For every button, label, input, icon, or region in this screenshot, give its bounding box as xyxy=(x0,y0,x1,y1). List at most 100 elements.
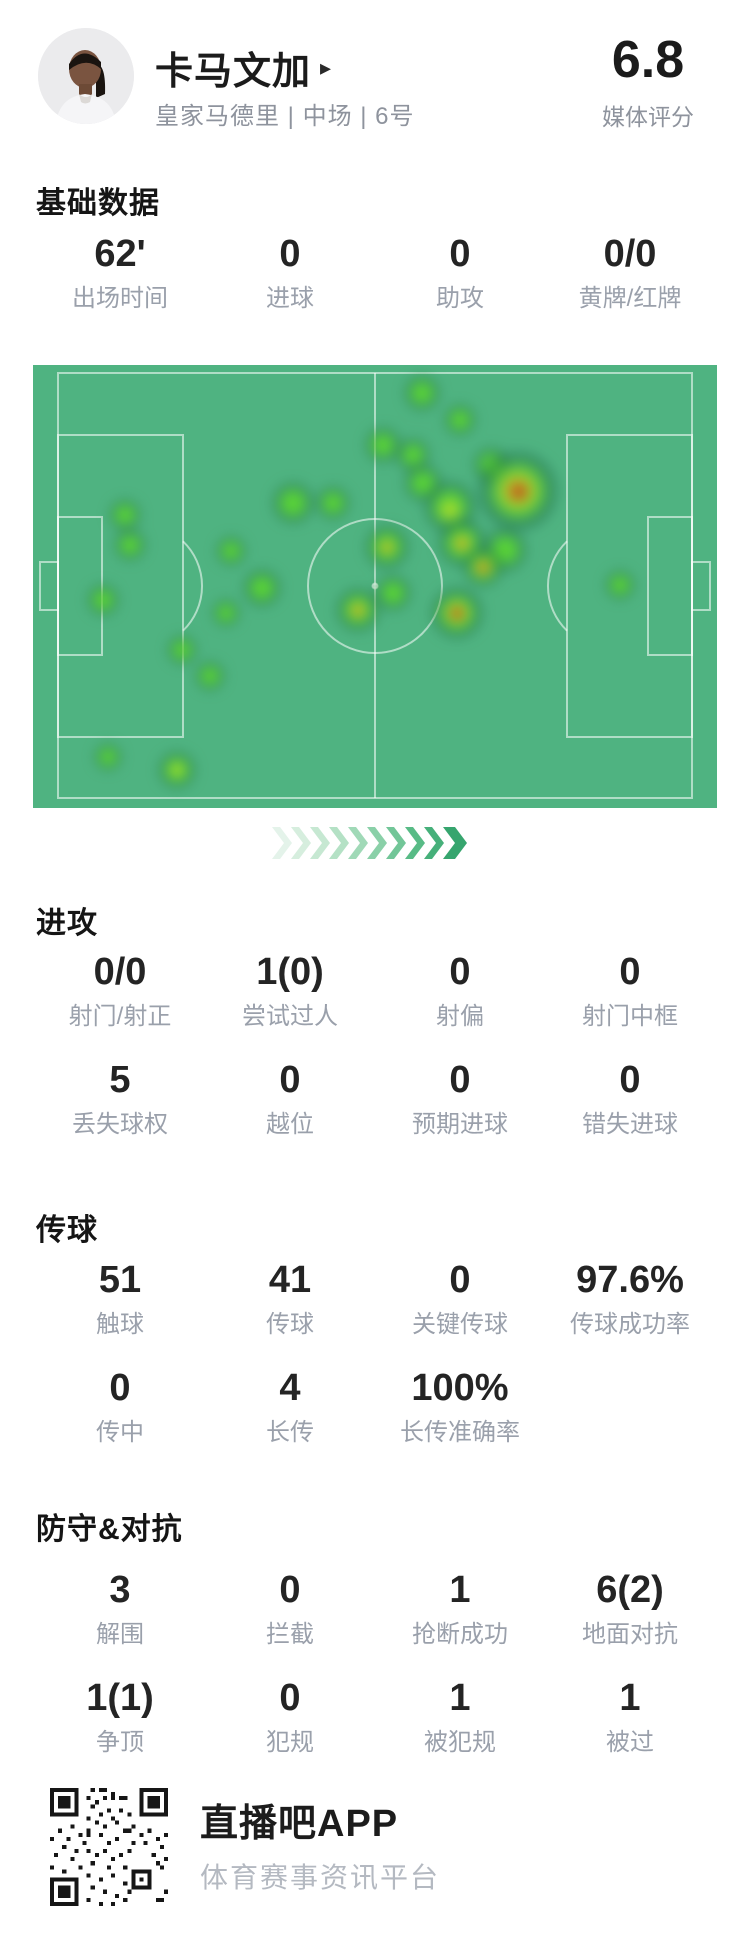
stat-cell: 1(0) 尝试过人 xyxy=(205,950,375,1030)
stat-label: 射偏 xyxy=(436,1003,484,1030)
stat-cell: 0 拦截 xyxy=(205,1568,375,1648)
stat-value: 62' xyxy=(94,233,146,275)
stat-value: 0 xyxy=(449,1059,471,1101)
stat-cell: 1 抢断成功 xyxy=(375,1568,545,1648)
stat-value: 0 xyxy=(449,233,471,275)
stat-cell: 0 进球 xyxy=(205,232,375,312)
media-rating-label: 媒体评分 xyxy=(602,104,694,130)
stat-cell: 0 传中 xyxy=(35,1366,205,1446)
media-rating-value: 6.8 xyxy=(611,31,685,89)
stat-cell: 0 越位 xyxy=(205,1058,375,1138)
stat-label: 长传准确率 xyxy=(400,1419,520,1446)
heatmap-pitch xyxy=(33,365,717,808)
player-name: 卡马文加 xyxy=(155,51,312,93)
stat-value: 0 xyxy=(109,1367,131,1409)
section-title-passing: 传球 xyxy=(36,1214,98,1247)
stat-value: 4 xyxy=(279,1367,301,1409)
stat-cell: 97.6% 传球成功率 xyxy=(545,1258,715,1338)
stat-label: 传球成功率 xyxy=(570,1311,690,1338)
stat-label: 进球 xyxy=(266,285,314,312)
chevron-arrows-icon xyxy=(272,826,478,860)
stat-cell: 3 解围 xyxy=(35,1568,205,1648)
stat-value: 41 xyxy=(268,1259,312,1301)
stat-label: 丢失球权 xyxy=(72,1111,168,1138)
stat-cell: 0 错失进球 xyxy=(545,1058,715,1138)
stat-label: 传中 xyxy=(96,1419,144,1446)
stat-label: 传球 xyxy=(266,1311,314,1338)
stat-label: 拦截 xyxy=(266,1621,314,1648)
stat-label: 被过 xyxy=(606,1729,654,1756)
stat-cell: 0 关键传球 xyxy=(375,1258,545,1338)
stat-cell: 1 被过 xyxy=(545,1676,715,1756)
stat-value: 3 xyxy=(109,1569,131,1611)
stat-label: 抢断成功 xyxy=(412,1621,508,1648)
player-avatar xyxy=(38,28,134,124)
media-rating: 6.8 媒体评分 xyxy=(578,32,718,132)
stat-label: 助攻 xyxy=(436,285,484,312)
stat-value: 0 xyxy=(279,1059,301,1101)
stat-cell: 4 长传 xyxy=(205,1366,375,1446)
stat-label: 被犯规 xyxy=(424,1729,496,1756)
stat-cell: 0 射门中框 xyxy=(545,950,715,1030)
stat-cell: 1 被犯规 xyxy=(375,1676,545,1756)
stat-label: 争顶 xyxy=(96,1729,144,1756)
stat-label: 犯规 xyxy=(266,1729,314,1756)
section-title-defense: 防守&对抗 xyxy=(36,1513,183,1546)
defense-stats-grid: 3 解围 0 拦截 1 抢断成功 6(2) 地面对抗 1(1) 争顶 0 犯规 1 被犯规 1… xyxy=(35,1568,715,1756)
stat-label: 关键传球 xyxy=(412,1311,508,1338)
player-photo xyxy=(38,28,134,124)
stat-value: 100% xyxy=(411,1367,509,1409)
stat-value: 1(1) xyxy=(86,1677,154,1719)
stat-cell: 0 犯规 xyxy=(205,1676,375,1756)
stat-value: 0 xyxy=(279,233,301,275)
stat-cell: 6(2) 地面对抗 xyxy=(545,1568,715,1648)
stat-value: 0 xyxy=(619,951,641,993)
stat-label: 错失进球 xyxy=(582,1111,678,1138)
stat-value: 0 xyxy=(449,951,471,993)
player-name-row[interactable]: 卡马文加 ▸ xyxy=(155,40,331,95)
stat-value: 97.6% xyxy=(576,1259,684,1301)
stat-value: 0/0 xyxy=(93,951,147,993)
stat-label: 出场时间 xyxy=(72,285,168,312)
stat-label: 触球 xyxy=(96,1311,144,1338)
section-title-basic: 基础数据 xyxy=(36,187,160,220)
stat-label: 越位 xyxy=(266,1111,314,1138)
app-tagline: 体育赛事资讯平台 xyxy=(200,1862,441,1893)
stat-label: 射门中框 xyxy=(582,1003,678,1030)
stat-label: 黄牌/红牌 xyxy=(578,285,682,312)
stat-cell: 0 预期进球 xyxy=(375,1058,545,1138)
section-title-attack: 进攻 xyxy=(36,907,98,940)
stat-cell: 0/0 射门/射正 xyxy=(35,950,205,1030)
stat-value: 51 xyxy=(98,1259,142,1301)
qr-code xyxy=(50,1788,168,1906)
stat-value: 0 xyxy=(279,1677,301,1719)
stat-label: 预期进球 xyxy=(412,1111,508,1138)
stat-value: 1(0) xyxy=(256,951,324,993)
stat-value: 0 xyxy=(619,1059,641,1101)
stat-cell: 1(1) 争顶 xyxy=(35,1676,205,1756)
stat-cell: 5 丢失球权 xyxy=(35,1058,205,1138)
stat-label: 尝试过人 xyxy=(242,1003,338,1030)
stat-cell xyxy=(545,1366,715,1446)
attack-stats-grid: 0/0 射门/射正 1(0) 尝试过人 0 射偏 0 射门中框 5 丢失球权 0 越位 0 预… xyxy=(35,950,715,1138)
app-name: 直播吧APP xyxy=(200,1803,399,1845)
stat-cell: 62' 出场时间 xyxy=(35,232,205,312)
player-meta: 皇家马德里 | 中场 | 6号 xyxy=(155,103,415,130)
stat-value: 0 xyxy=(279,1569,301,1611)
stat-cell: 51 触球 xyxy=(35,1258,205,1338)
stat-value: 6(2) xyxy=(596,1569,664,1611)
stat-cell: 0/0 黄牌/红牌 xyxy=(545,232,715,312)
heatmap-blobs xyxy=(33,365,717,808)
stat-label: 解围 xyxy=(96,1621,144,1648)
stat-cell: 0 助攻 xyxy=(375,232,545,312)
stat-value: 1 xyxy=(449,1677,471,1719)
stat-value: 1 xyxy=(619,1677,641,1719)
stat-value: 0/0 xyxy=(603,233,657,275)
stat-label: 长传 xyxy=(266,1419,314,1446)
stat-label: 射门/射正 xyxy=(68,1003,172,1030)
stat-label: 地面对抗 xyxy=(582,1621,678,1648)
stat-value: 5 xyxy=(109,1059,131,1101)
stat-value: 1 xyxy=(449,1569,471,1611)
stat-cell: 0 射偏 xyxy=(375,950,545,1030)
stat-cell: 100% 长传准确率 xyxy=(375,1366,545,1446)
